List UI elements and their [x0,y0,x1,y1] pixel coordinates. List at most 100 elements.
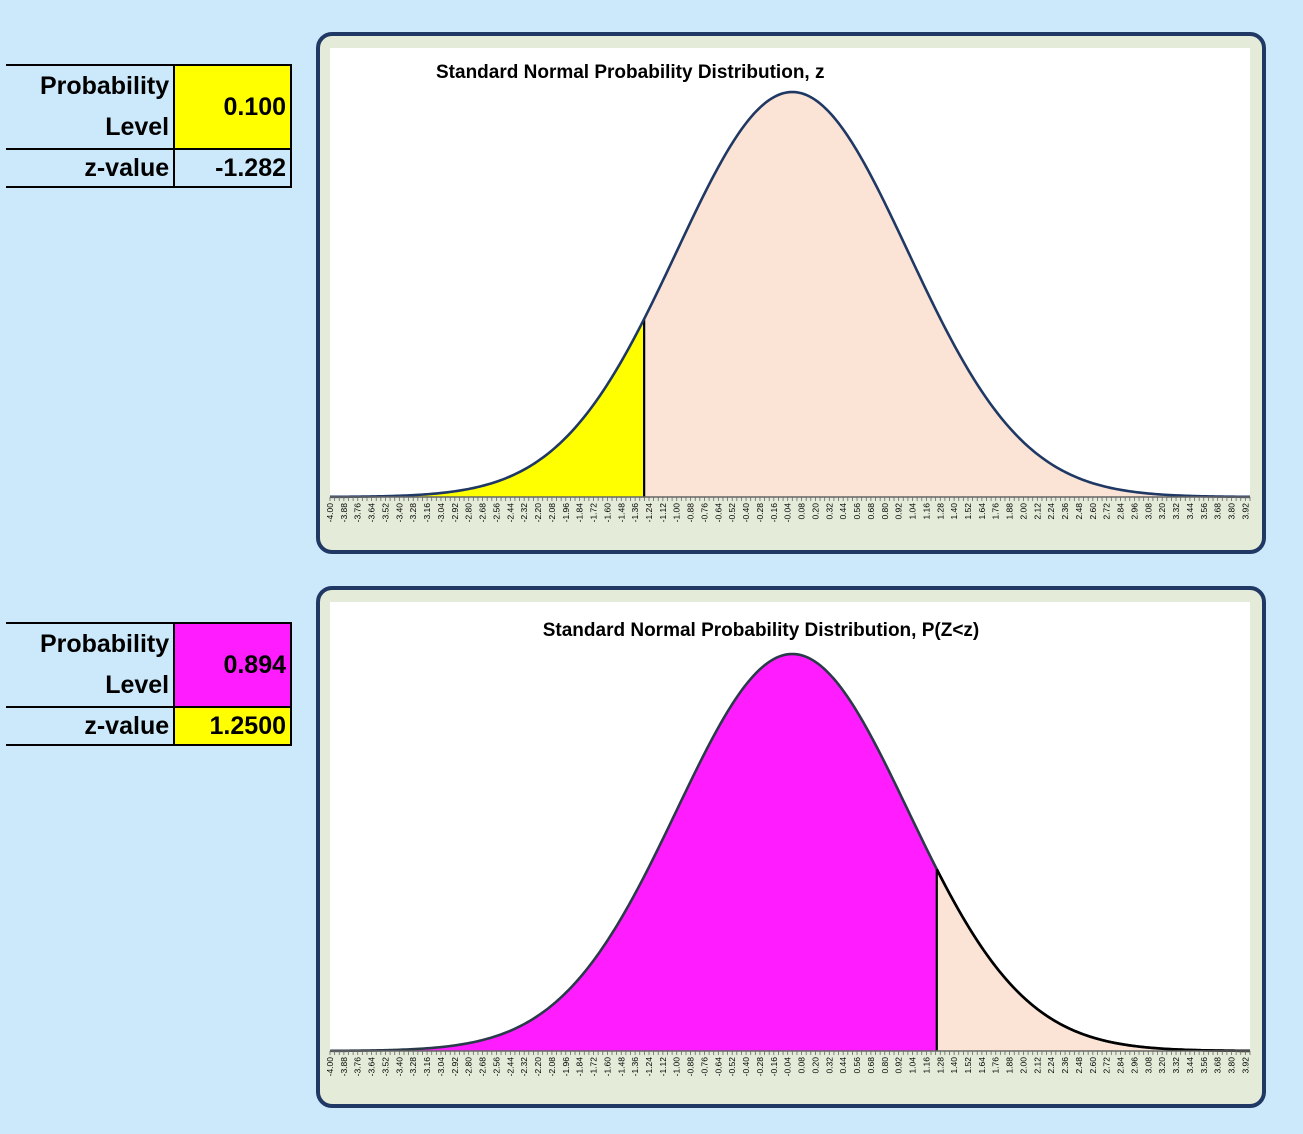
x-tick-label: 3.56 [1199,503,1209,520]
probability-table-bottom: Probability Level 0.894 z-value 1.2500 [6,622,292,746]
x-tick-label: -2.44 [505,503,515,523]
x-tick-label: -4.00 [326,503,335,523]
x-tick-label: -1.48 [616,1057,626,1077]
x-tick-label: 1.16 [921,1057,931,1074]
probability-level-label: Probability Level [6,622,176,708]
x-tick-label: 3.92 [1240,503,1250,520]
z-value-value[interactable]: 1.2500 [173,706,292,746]
chart-title: Standard Normal Probability Distribution… [436,62,824,83]
x-tick-label: -3.28 [408,503,418,523]
x-tick-label: -0.64 [713,503,723,523]
x-tick-label: 1.76 [991,503,1001,520]
x-tick-label: 1.04 [908,503,918,520]
x-tick-label: 0.56 [852,503,862,520]
x-tick-label: -1.36 [630,503,640,523]
x-tick-label: -1.60 [602,503,612,523]
x-tick-label: -0.40 [741,503,751,523]
unshaded-area [644,92,1250,497]
x-tick-label: 3.08 [1143,503,1153,520]
x-tick-label: -3.04 [436,1057,446,1077]
x-tick-label: 2.12 [1032,503,1042,520]
x-tick-label: -3.16 [422,503,432,523]
x-tick-label: 3.92 [1240,1057,1250,1074]
x-tick-label: 3.44 [1185,1057,1195,1074]
chart-frame-bottom: -4.00 -3.88 -3.76 -3.64 -3.52 -3.40 -3.28 -3.16… [316,586,1266,1108]
x-tick-label: 1.04 [908,1057,918,1074]
x-tick-label: -0.76 [699,503,709,523]
x-tick-label: -0.04 [783,1057,793,1077]
x-tick-label: -2.20 [533,503,543,523]
x-tick-label: -1.72 [589,503,599,523]
density-curve [329,90,1251,499]
x-tick-label: -3.40 [394,1057,404,1077]
chart-title: Standard Normal Probability Distribution… [543,620,980,641]
x-tick-label: -2.08 [547,503,557,523]
x-tick-label: -3.04 [436,503,446,523]
x-tick-label: 3.44 [1185,503,1195,520]
x-tick-label: -1.96 [561,503,571,523]
x-tick-label: 1.28 [935,1057,945,1074]
shaded-area [330,318,645,497]
x-tick-label: -2.08 [547,1057,557,1077]
normal-distribution-chart-top: -4.00 -3.88 -3.76 -3.64 -3.52 -3.40 -3.28 -3.16… [326,48,1251,523]
x-tick-label: 0.44 [838,503,848,520]
x-tick-label: -2.56 [491,503,501,523]
x-tick-label: 1.76 [991,1057,1001,1074]
x-tick-label: -2.20 [533,1057,543,1077]
x-tick-label: -3.28 [408,1057,418,1077]
x-tick-label: 0.68 [866,503,876,520]
x-tick-label: 0.08 [797,1057,807,1074]
x-tick-label: -0.16 [769,503,779,523]
x-tick-label: 1.28 [935,503,945,520]
x-tick-label: -1.00 [672,1057,682,1077]
x-tick-label: 3.56 [1199,1057,1209,1074]
x-tick-label: 0.56 [852,1057,862,1074]
x-tick-label: -2.56 [491,1057,501,1077]
x-tick-label: 1.88 [1005,1057,1015,1074]
x-tick-label: -1.60 [602,1057,612,1077]
x-tick-label: -1.12 [658,1057,668,1077]
x-tick-label: -2.32 [519,503,529,523]
x-tick-label: 2.60 [1088,503,1098,520]
x-tick-label: -3.16 [422,1057,432,1077]
x-tick-label: -2.92 [450,1057,460,1077]
x-tick-label: -1.48 [616,503,626,523]
x-tick-label: 2.96 [1129,503,1139,520]
x-tick-label: 3.08 [1143,1057,1153,1074]
x-tick-label: 3.32 [1171,503,1181,520]
x-tick-label: -1.00 [672,503,682,523]
x-tick-label: 0.32 [824,503,834,520]
x-tick-label: 3.20 [1157,503,1167,520]
probability-table-top: Probability Level 0.100 z-value -1.282 [6,64,292,188]
x-tick-label: -0.88 [686,1057,696,1077]
x-tick-label: 3.80 [1227,503,1237,520]
x-tick-label: -0.52 [727,503,737,523]
x-tick-label: -0.40 [741,1057,751,1077]
x-tick-label: 2.72 [1102,1057,1112,1074]
x-tick-label: 3.32 [1171,1057,1181,1074]
shaded-area [330,654,937,1051]
x-tick-label: 2.72 [1102,503,1112,520]
x-tick-label: 1.16 [921,503,931,520]
x-tick-label: -0.28 [755,503,765,523]
probability-level-value[interactable]: 0.100 [173,64,292,150]
x-tick-label: -1.24 [644,1057,654,1077]
x-tick-label: -2.80 [464,1057,474,1077]
z-value-value: -1.282 [173,148,292,188]
z-value-label: z-value [6,148,176,188]
x-tick-label: -3.88 [339,1057,349,1077]
x-tick-label: -3.76 [353,503,363,523]
x-tick-label: 2.36 [1060,1057,1070,1074]
normal-distribution-chart-bottom: -4.00 -3.88 -3.76 -3.64 -3.52 -3.40 -3.28 -3.16… [326,602,1251,1077]
x-tick-label: 3.20 [1157,1057,1167,1074]
x-tick-label: 2.36 [1060,503,1070,520]
x-tick-label: 3.80 [1227,1057,1237,1074]
x-tick-label: 2.84 [1116,1057,1126,1074]
x-tick-label: 3.68 [1213,503,1223,520]
x-tick-label: 0.20 [810,1057,820,1074]
x-tick-label: 1.64 [977,503,987,520]
x-tick-label: -3.40 [394,503,404,523]
x-tick-label: 2.48 [1074,503,1084,520]
x-tick-label: -0.52 [727,1057,737,1077]
x-tick-label: 3.68 [1213,1057,1223,1074]
